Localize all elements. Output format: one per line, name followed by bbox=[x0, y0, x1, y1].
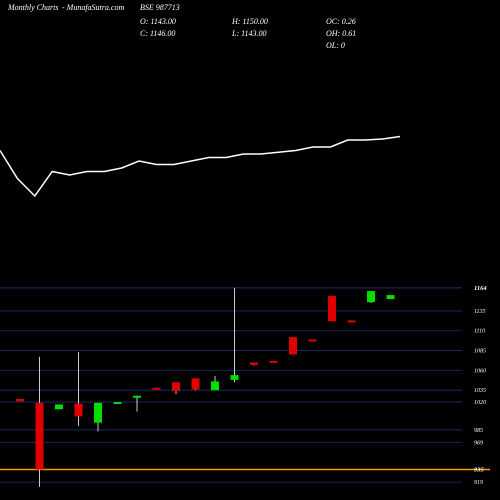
high-value: H: 1150.00 bbox=[232, 17, 268, 26]
candle-body bbox=[35, 402, 44, 470]
y-axis-ticks: 919 935 969 985 1020 1035 1060 1085 1110 1135 1164 bbox=[474, 285, 487, 486]
candle bbox=[152, 387, 161, 390]
candle bbox=[386, 295, 395, 300]
candles-layer bbox=[16, 287, 395, 487]
candle-body bbox=[113, 402, 122, 405]
candle bbox=[74, 352, 83, 426]
symbol-label: BSE 987713 bbox=[140, 3, 180, 12]
y-tick-label: 1110 bbox=[474, 329, 485, 335]
candle bbox=[211, 375, 219, 391]
y-tick-label: 919 bbox=[474, 480, 483, 486]
candle bbox=[35, 356, 44, 487]
candle bbox=[269, 360, 278, 363]
candle bbox=[347, 320, 356, 323]
candle bbox=[172, 382, 180, 395]
low-value: L: 1143.00 bbox=[232, 29, 267, 38]
candle-body bbox=[347, 320, 356, 323]
candle bbox=[250, 362, 258, 366]
y-tick-label: 1164 bbox=[474, 285, 487, 292]
overlay-line-layer bbox=[0, 135, 401, 198]
candle-body bbox=[74, 403, 83, 417]
candle-body bbox=[386, 295, 395, 300]
candle-body bbox=[172, 382, 180, 391]
grid-layer bbox=[0, 287, 490, 483]
candle bbox=[191, 378, 200, 391]
chart-brand: Monthly Charts bbox=[8, 3, 59, 12]
candle-body bbox=[152, 387, 161, 390]
candle-body bbox=[269, 360, 278, 363]
y-tick-label: 935 bbox=[474, 466, 485, 473]
overlay-line bbox=[0, 135, 401, 198]
y-tick-label: 1135 bbox=[474, 309, 486, 315]
candle-body bbox=[328, 295, 336, 322]
candle-body bbox=[308, 339, 317, 342]
candle bbox=[328, 295, 336, 322]
oc-value: OC: 0.26 bbox=[326, 17, 356, 26]
candle bbox=[230, 287, 239, 383]
candle-body bbox=[16, 398, 24, 402]
candle-body bbox=[230, 375, 239, 380]
candle-body bbox=[250, 362, 258, 365]
y-tick-label: 1060 bbox=[474, 368, 486, 374]
close-value: C: 1146.00 bbox=[140, 29, 176, 38]
open-value: O: 1143.00 bbox=[140, 17, 176, 26]
candle bbox=[133, 395, 141, 412]
y-tick-label: 1020 bbox=[474, 400, 486, 406]
y-tick-label: 1085 bbox=[474, 349, 486, 355]
oh-value: OH: 0.61 bbox=[326, 29, 357, 38]
y-tick-label: 1035 bbox=[474, 388, 486, 394]
candle bbox=[16, 398, 24, 402]
candle bbox=[367, 291, 375, 303]
ol-value: OL: 0 bbox=[326, 41, 345, 50]
candle bbox=[113, 402, 122, 405]
candle-body bbox=[191, 378, 200, 390]
candle-body bbox=[94, 402, 102, 423]
y-tick-label: 985 bbox=[474, 428, 483, 434]
candle-body bbox=[133, 395, 141, 398]
candle bbox=[94, 402, 102, 432]
candle-body bbox=[55, 404, 63, 410]
candle-body bbox=[367, 291, 375, 303]
y-tick-label: 969 bbox=[474, 441, 483, 447]
site-name: - MunafaSutra.com bbox=[62, 3, 125, 12]
candle bbox=[289, 337, 297, 355]
candle-body bbox=[289, 337, 297, 355]
candle-body bbox=[211, 381, 219, 391]
candle bbox=[308, 339, 317, 342]
candle bbox=[55, 404, 63, 410]
